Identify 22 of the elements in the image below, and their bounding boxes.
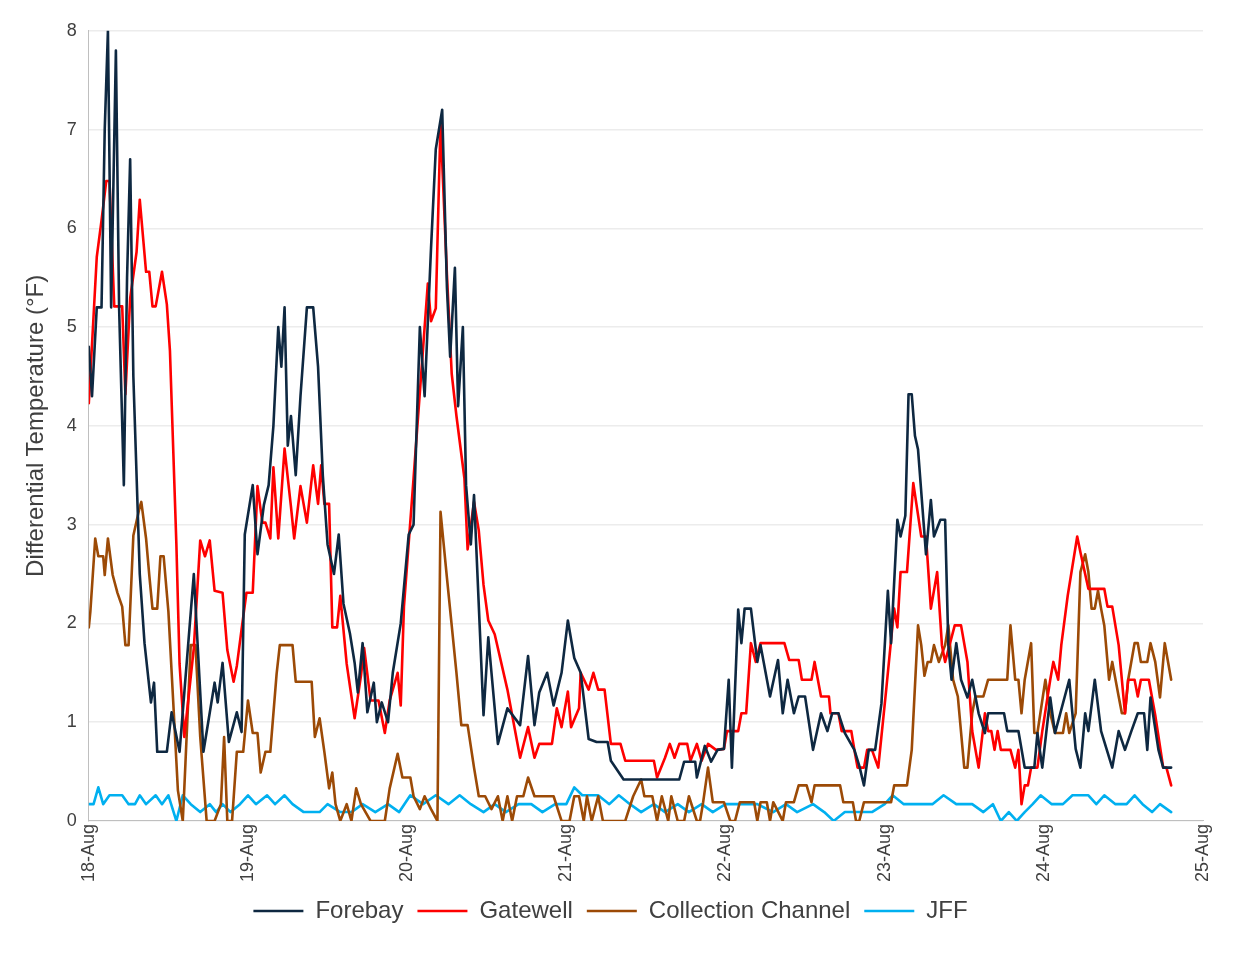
y-tick-label: 1 bbox=[66, 711, 77, 732]
x-tick-label: 23-Aug bbox=[873, 823, 894, 882]
y-tick-label: 4 bbox=[66, 414, 77, 435]
y-tick-label: 8 bbox=[66, 19, 77, 40]
x-tick-label: 20-Aug bbox=[396, 823, 417, 882]
legend-label: Gatewell bbox=[479, 895, 573, 923]
y-tick-label: 6 bbox=[66, 217, 77, 238]
x-tick-label: 24-Aug bbox=[1032, 823, 1053, 882]
y-tick-label: 5 bbox=[66, 316, 77, 337]
x-tick-label: 19-Aug bbox=[236, 823, 257, 882]
legend-label: Collection Channel bbox=[648, 895, 851, 923]
legend-label: Forebay bbox=[315, 895, 404, 923]
y-axis-title: Differential Temperature (°F) bbox=[21, 274, 49, 577]
y-tick-label: 2 bbox=[66, 612, 77, 633]
x-tick-label: 21-Aug bbox=[555, 823, 576, 882]
x-tick-label: 18-Aug bbox=[77, 823, 98, 882]
y-tick-label: 3 bbox=[66, 513, 77, 534]
y-tick-label: 0 bbox=[66, 809, 77, 830]
legend-label: JFF bbox=[926, 895, 968, 923]
x-tick-label: 22-Aug bbox=[714, 823, 735, 882]
y-tick-label: 7 bbox=[66, 118, 77, 139]
x-tick-label: 25-Aug bbox=[1191, 823, 1212, 882]
